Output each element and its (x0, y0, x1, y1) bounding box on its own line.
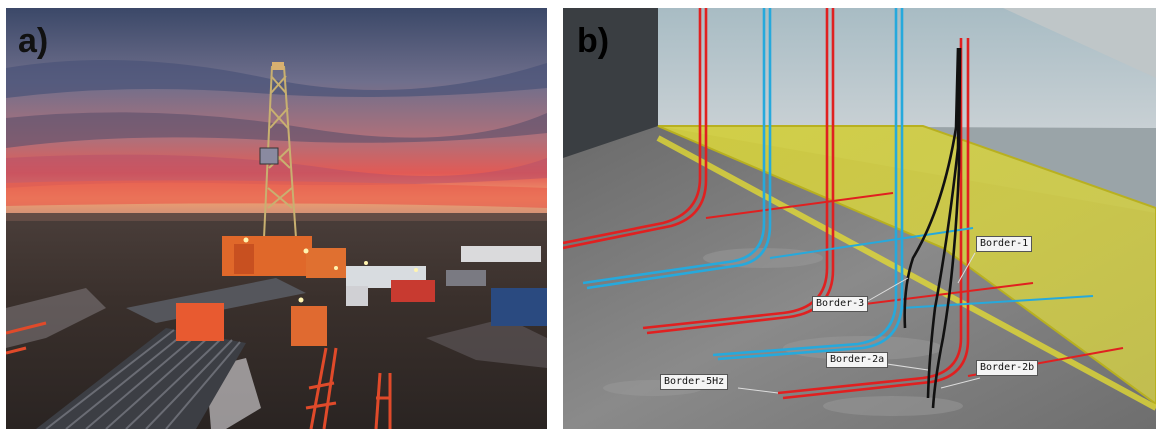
border-1-label: Border-1 (976, 236, 1033, 252)
drilling-rig-photo: a) (6, 8, 547, 429)
border-2b-label: Border-2b (976, 360, 1039, 376)
border-3-label: Border-3 (812, 296, 869, 312)
border-5hz-label: Border-5Hz (660, 374, 729, 390)
panel-b-label: b) (577, 22, 610, 60)
rig-photo-illustration (6, 8, 547, 429)
panel-a-label: a) (18, 22, 49, 60)
border-2a-label: Border-2a (826, 352, 889, 368)
well-trajectory-scene (563, 8, 1156, 429)
well-trajectory-3d-view: b) Border-1 Border-3 Border-2a Border-2b… (563, 8, 1156, 429)
